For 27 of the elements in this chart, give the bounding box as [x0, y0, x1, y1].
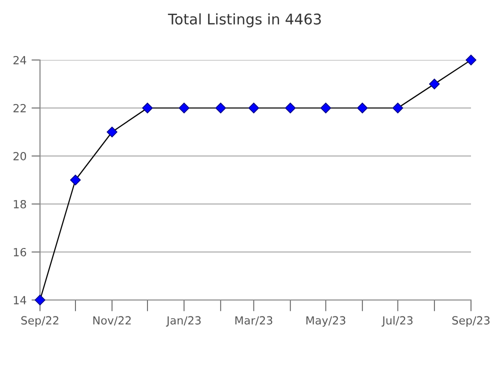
point [466, 54, 476, 66]
point [178, 102, 190, 114]
point [429, 78, 440, 90]
x-tick-label: Mar/23 [235, 316, 272, 326]
y-tick-label: 18 [14, 200, 26, 208]
y-tick-label: 20 [13, 152, 26, 160]
x-tick-label: Sep/23 [452, 316, 490, 327]
point [285, 102, 296, 114]
y-tick-label: 22 [13, 104, 26, 112]
point [142, 102, 153, 114]
point [34, 294, 46, 306]
x-tick-label: Jul/23 [382, 316, 413, 327]
point [70, 174, 81, 186]
x-tick-label: Sep/22 [21, 316, 58, 327]
point [392, 102, 404, 114]
point [320, 102, 332, 114]
y-tick-label: 14 [14, 296, 26, 304]
chart-title: Total Listings in 4463 [168, 13, 321, 28]
point [106, 126, 118, 138]
point [215, 102, 226, 114]
point [357, 102, 368, 114]
y-tick-label: 16 [14, 248, 26, 256]
y-tick-label: 24 [13, 56, 26, 64]
x-tick-label: May/23 [306, 316, 346, 327]
x-tick-label: Nov/22 [93, 316, 131, 326]
x-tick-label: Jan/23 [166, 316, 201, 327]
point [248, 102, 260, 114]
